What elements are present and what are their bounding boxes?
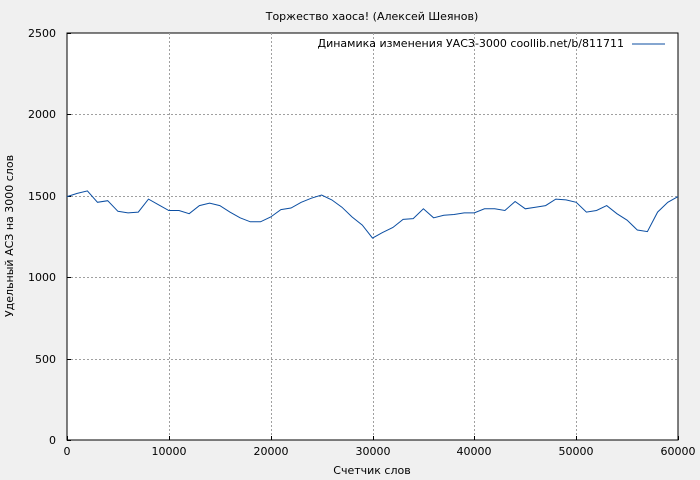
data-point [473,212,475,214]
x-tick-label: 20000 [254,445,289,458]
data-point [137,211,139,213]
data-point [504,209,506,211]
data-point [117,210,119,212]
data-point [402,218,404,220]
data-point [147,198,149,200]
data-point [544,204,546,206]
data-point [361,224,363,226]
x-tick-label: 30000 [356,445,391,458]
x-tick-label: 50000 [559,445,594,458]
data-point [585,211,587,213]
series-line [66,190,679,239]
data-point [310,197,312,199]
plot-area [66,32,679,441]
axis-ticks: 0 10000 20000 30000 40000 50000 60000 0 500 1000 1… [28,27,696,458]
y-tick-label: 1000 [28,271,56,284]
data-point [463,212,465,214]
data-point [290,207,292,209]
data-point [534,206,536,208]
data-point [636,229,638,231]
data-point [575,201,577,203]
data-point [229,211,231,213]
y-axis-label: Удельный АСЗ на 3000 слов [3,155,16,317]
data-point [178,209,180,211]
data-point [351,216,353,218]
data-point [432,217,434,219]
data-point [453,213,455,215]
legend-entry-label: Динамика изменения УАСЗ-3000 coollib.net… [318,37,625,50]
data-point [188,213,190,215]
data-point [422,208,424,210]
data-point [524,208,526,210]
chart-title: Торжество хаоса! (Алексей Шеянов) [265,10,479,23]
data-point [656,211,658,213]
data-point [86,190,88,192]
data-point [371,237,373,239]
data-point [606,204,608,206]
data-point [443,214,445,216]
data-point [483,208,485,210]
data-point [198,204,200,206]
data-point [555,198,557,200]
y-tick-label: 0 [49,434,56,447]
x-tick-label: 10000 [152,445,187,458]
data-point [280,208,282,210]
data-point [127,212,129,214]
y-tick-label: 1500 [28,190,56,203]
y-tick-label: 500 [35,353,56,366]
data-point [667,201,669,203]
data-point [107,200,109,202]
x-tick-label: 40000 [457,445,492,458]
data-point [219,204,221,206]
data-point [320,194,322,196]
data-point [157,204,159,206]
data-point [259,221,261,223]
data-point [677,195,679,197]
data-point [494,208,496,210]
data-point [392,226,394,228]
x-tick-label: 0 [64,445,71,458]
data-point [595,209,597,211]
data-point [646,230,648,232]
data-point [331,199,333,201]
data-point [249,221,251,223]
data-point [412,217,414,219]
data-point [168,209,170,211]
x-tick-label: 60000 [661,445,696,458]
data-point [66,195,68,197]
x-axis-label: Счетчик слов [333,464,410,477]
data-point [382,231,384,233]
grid-lines [67,33,678,440]
data-point [616,213,618,215]
series-layer [66,190,679,239]
data-point [341,206,343,208]
y-tick-label: 2500 [28,27,56,40]
data-point [565,199,567,201]
data-point [270,216,272,218]
data-point [300,201,302,203]
data-point [626,219,628,221]
data-point [208,202,210,204]
legend: Динамика изменения УАСЗ-3000 coollib.net… [318,37,665,50]
data-point [239,217,241,219]
data-point [76,192,78,194]
data-point [96,201,98,203]
data-point [514,200,516,202]
y-tick-label: 2000 [28,108,56,121]
